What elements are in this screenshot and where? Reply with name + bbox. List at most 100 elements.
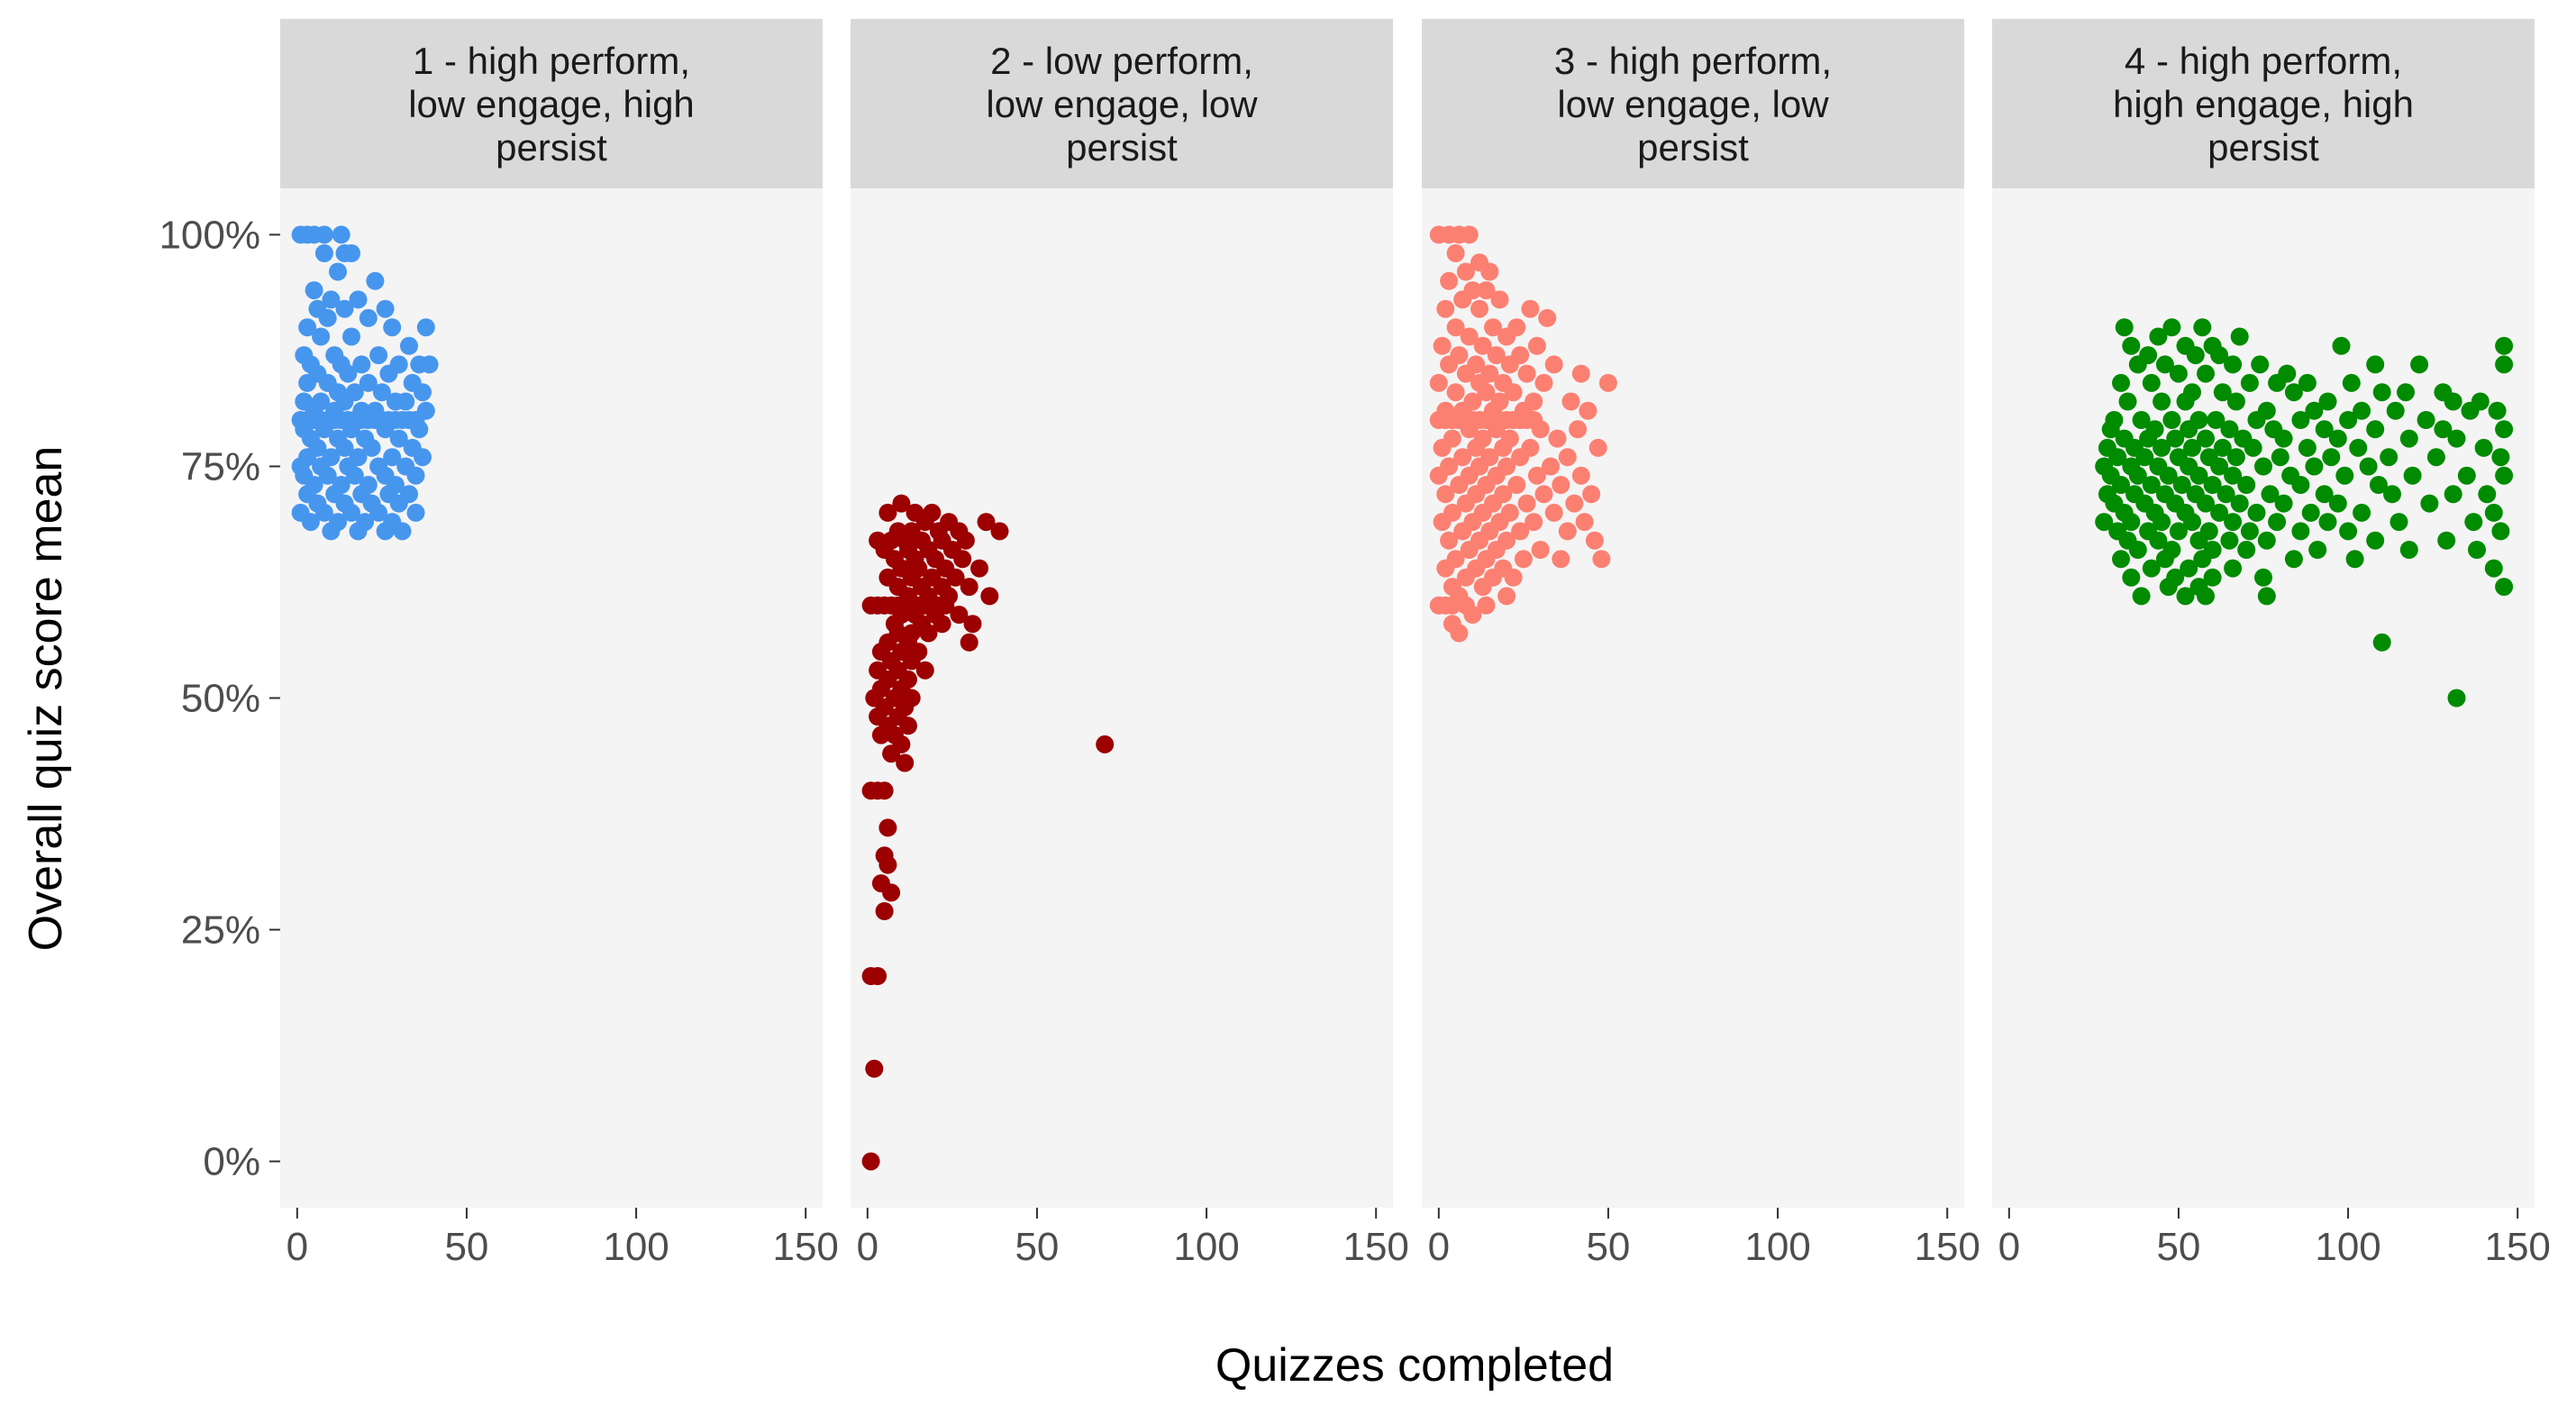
data-point <box>2112 373 2130 392</box>
data-point <box>2159 578 2178 597</box>
data-point <box>2186 346 2205 365</box>
data-point <box>2403 466 2422 485</box>
data-point <box>369 503 388 522</box>
data-point <box>369 346 388 365</box>
data-point <box>875 781 894 800</box>
data-point <box>1450 624 1469 643</box>
data-point <box>2237 541 2256 559</box>
data-point <box>322 290 341 309</box>
data-point <box>2210 457 2229 476</box>
data-point <box>1467 438 1486 457</box>
data-point <box>1588 438 1607 457</box>
data-point <box>1561 392 1580 411</box>
data-point <box>2457 466 2476 485</box>
data-point <box>2420 494 2439 513</box>
data-point <box>869 967 887 985</box>
data-point <box>2328 429 2347 448</box>
data-point <box>933 615 951 634</box>
data-point <box>389 429 408 448</box>
data-point <box>349 522 368 541</box>
data-point <box>1456 494 1475 513</box>
data-point <box>2315 485 2334 504</box>
x-axis-title: Quizzes completed <box>1215 1339 1614 1392</box>
data-point <box>1470 299 1488 318</box>
data-point <box>2359 457 2378 476</box>
data-point <box>2461 401 2480 420</box>
data-point <box>2353 503 2371 522</box>
data-point <box>1477 383 1496 402</box>
data-point <box>2224 355 2243 374</box>
data-point <box>1521 299 1540 318</box>
data-point <box>318 308 337 327</box>
data-point <box>345 466 364 485</box>
facet-panel-1: 1 - high perform,low engage, highpersist… <box>280 19 839 1269</box>
data-point <box>2257 531 2276 550</box>
data-point <box>2366 355 2385 374</box>
facet-panel-4: 4 - high perform,high engage, highpersis… <box>1992 19 2551 1269</box>
data-point <box>2135 448 2154 467</box>
data-point <box>1446 244 1465 262</box>
data-point <box>349 290 368 309</box>
data-point <box>2291 411 2310 429</box>
data-point <box>335 438 354 457</box>
data-point <box>1582 485 1601 504</box>
data-point <box>379 364 398 383</box>
data-point <box>2122 336 2141 355</box>
data-point <box>2176 392 2195 411</box>
data-point <box>2444 392 2462 411</box>
y-tick-label: 50% <box>181 677 260 721</box>
data-point <box>2274 429 2293 448</box>
data-point <box>1544 355 1563 374</box>
data-point <box>2254 457 2272 476</box>
data-point <box>875 902 894 920</box>
data-point <box>878 855 897 874</box>
facet-strip-label-3-line-2: low engage, low <box>1557 83 1829 125</box>
facet-strip-label-1-line-1: 1 - high perform, <box>413 40 690 82</box>
data-point <box>2399 541 2418 559</box>
data-point <box>1450 476 1469 494</box>
data-point <box>1460 420 1479 439</box>
data-point <box>335 299 354 318</box>
data-point <box>2495 355 2514 374</box>
data-point <box>342 503 360 522</box>
data-point <box>2301 503 2320 522</box>
facet-strip-label-1-line-2: low engage, high <box>408 83 695 125</box>
data-point <box>2153 438 2171 457</box>
data-point <box>1517 494 1536 513</box>
data-point <box>960 633 979 652</box>
data-point <box>1477 596 1496 615</box>
data-point <box>298 318 317 337</box>
data-point <box>2213 438 2232 457</box>
data-point <box>2128 541 2147 559</box>
data-point <box>2284 383 2303 402</box>
data-point <box>383 448 402 467</box>
data-point <box>1598 373 1617 392</box>
data-point <box>1558 522 1577 541</box>
data-point <box>1429 373 1448 392</box>
data-point <box>2210 503 2229 522</box>
data-point <box>2305 401 2324 420</box>
data-point <box>2298 438 2317 457</box>
data-point <box>2155 355 2174 374</box>
data-point <box>2315 420 2334 439</box>
data-point <box>2464 513 2483 532</box>
data-point <box>342 420 360 439</box>
data-point <box>2108 448 2127 467</box>
data-point <box>2220 531 2239 550</box>
data-point <box>2468 541 2486 559</box>
data-point <box>2128 355 2147 374</box>
data-point <box>2495 336 2514 355</box>
data-point <box>2271 448 2289 467</box>
data-point <box>393 522 412 541</box>
data-point <box>956 531 975 550</box>
data-point <box>2389 513 2408 532</box>
data-point <box>2247 411 2266 429</box>
data-point <box>2426 448 2445 467</box>
data-point <box>1446 318 1465 337</box>
y-axis: 0% 25% 50% 75% 100% <box>159 213 280 1184</box>
x-tick-label: 50 <box>1586 1225 1630 1269</box>
data-point <box>1446 383 1465 402</box>
facet-strip-label-3-line-1: 3 - high perform, <box>1554 40 1832 82</box>
x-tick-label: 50 <box>2156 1225 2200 1269</box>
